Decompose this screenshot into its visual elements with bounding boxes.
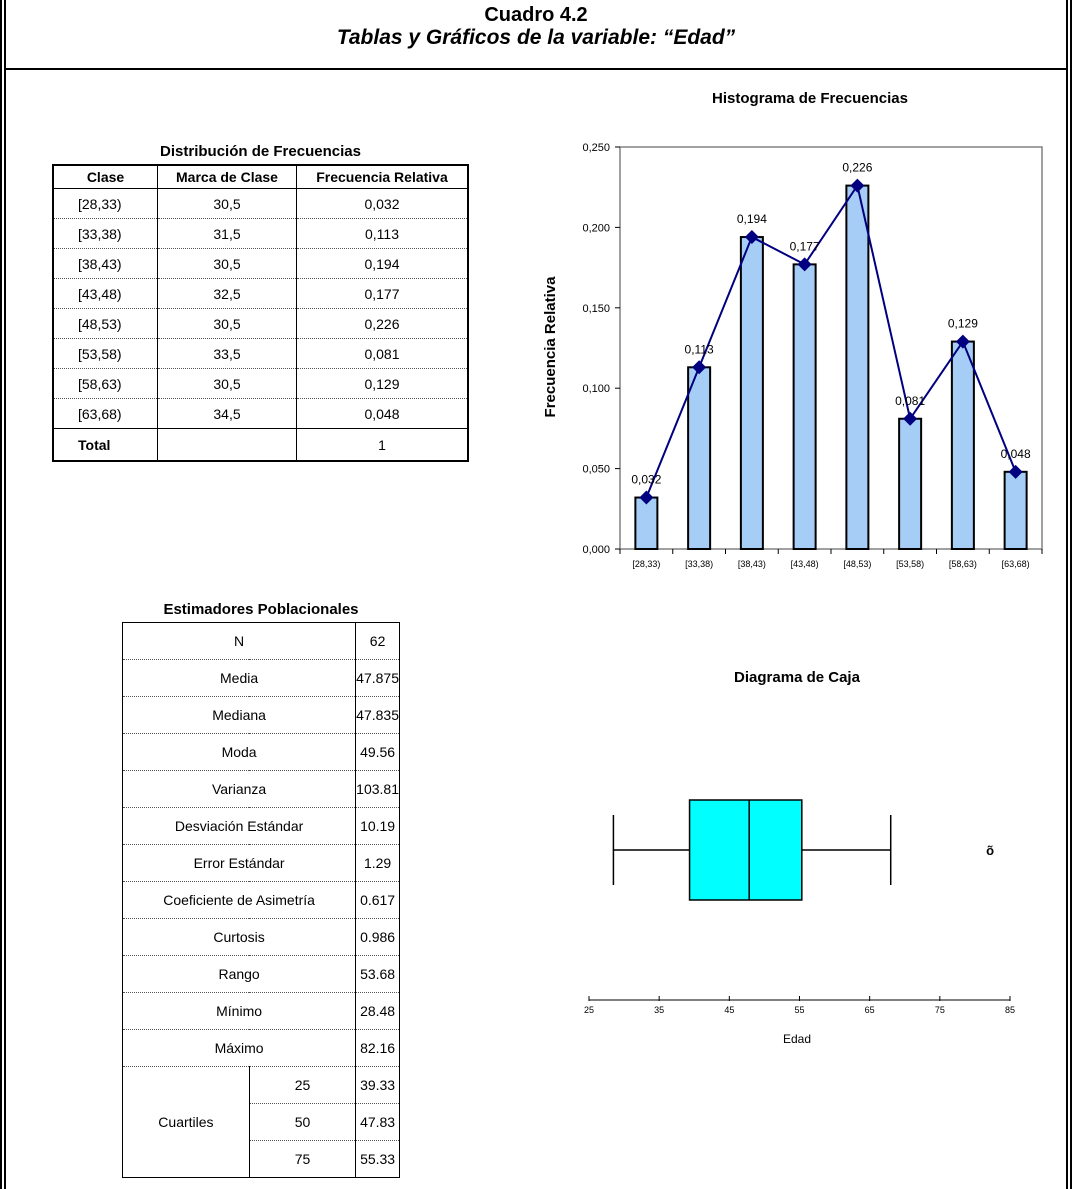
page-header: Cuadro 4.2 Tablas y Gráficos de la varia… [4, 2, 1068, 70]
table-row: [63,68) 34,5 0,048 [52, 398, 469, 429]
marca-cell: 31,5 [157, 218, 297, 249]
frecuencia-cell: 0,194 [296, 248, 469, 279]
marca-cell: 33,5 [157, 338, 297, 369]
table-row: [38,43) 30,5 0,194 [52, 248, 469, 279]
estimator-name-cell: Media [121, 659, 357, 697]
estimators-table-body: N 62 Media 47.875 Mediana 47.835 Moda 49.56 Vari… [121, 622, 400, 1178]
table-row: Media 47.875 [121, 659, 400, 697]
estimator-value-cell: 53.68 [355, 955, 400, 993]
frecuencia-cell: 0,081 [296, 338, 469, 369]
clase-cell: [58,63) [52, 368, 158, 399]
estimator-name-cell: Mínimo [121, 992, 357, 1030]
quartile-percent-cell: 25 [248, 1066, 357, 1104]
quartile-value-cell: 47.83 [355, 1103, 400, 1141]
left-border-inner [4, 0, 6, 1189]
table-row: Curtosis 0.986 [121, 918, 400, 956]
estimators-table: N 62 Media 47.875 Mediana 47.835 Moda 49.56 Vari… [121, 622, 400, 1178]
frecuencia-cell: 0,032 [296, 188, 469, 219]
estimator-name-cell: Coeficiente de Asimetría [121, 881, 357, 919]
estimator-value-cell: 10.19 [355, 807, 400, 845]
clase-cell: [48,53) [52, 308, 158, 339]
table-row: [43,48) 32,5 0,177 [52, 278, 469, 309]
table-row: [33,38) 31,5 0,113 [52, 218, 469, 249]
table-row: [58,63) 30,5 0,129 [52, 368, 469, 399]
clase-cell: [33,38) [52, 218, 158, 249]
table-row: Mínimo 28.48 [121, 992, 400, 1030]
estimator-value-cell: 47.835 [355, 696, 400, 734]
clase-cell: [38,43) [52, 248, 158, 279]
estimator-value-cell: 47.875 [355, 659, 400, 697]
estimator-value-cell: 28.48 [355, 992, 400, 1030]
quartile-row: Cuartiles 25 39.33 [122, 1066, 400, 1178]
estimator-value-cell: 103.81 [355, 770, 400, 808]
frecuencia-cell: 0,129 [296, 368, 469, 399]
table-row: N 62 [121, 622, 400, 660]
marca-cell: 30,5 [157, 188, 297, 219]
estimator-name-cell: Varianza [121, 770, 357, 808]
table-row: [53,58) 33,5 0,081 [52, 338, 469, 369]
estimator-value-cell: 1.29 [355, 844, 400, 882]
quartile-row: 50 47.83 [123, 1103, 400, 1141]
quartile-value-cell: 55.33 [355, 1140, 400, 1178]
frecuencia-cell: 0,177 [296, 278, 469, 309]
frecuencia-cell: 0,113 [296, 218, 469, 249]
marca-cell: 30,5 [157, 248, 297, 279]
marca-cell: 30,5 [157, 308, 297, 339]
frequency-table: Clase Marca de Clase Frecuencia Relativa… [52, 164, 469, 462]
right-border-inner [1066, 0, 1068, 1189]
table-row: Máximo 82.16 [121, 1029, 400, 1067]
page-subtitle: Tablas y Gráficos de la variable: “Edad” [336, 26, 736, 49]
col-header-clase: Clase [52, 164, 158, 189]
col-header-frecuencia: Frecuencia Relativa [296, 164, 469, 189]
total-label-cell: Total [52, 428, 158, 462]
total-marca-cell [157, 428, 297, 462]
quartile-value-cell: 39.33 [355, 1066, 400, 1104]
estimator-name-cell: Moda [121, 733, 357, 771]
estimator-name-cell: Curtosis [121, 918, 357, 956]
clase-cell: [28,33) [52, 188, 158, 219]
frecuencia-cell: 0,048 [296, 398, 469, 429]
estimator-value-cell: 0.986 [355, 918, 400, 956]
table-row: Moda 49.56 [121, 733, 400, 771]
table-row: Error Estándar 1.29 [121, 844, 400, 882]
marca-cell: 32,5 [157, 278, 297, 309]
clase-cell: [53,58) [52, 338, 158, 369]
freq-table-caption: Distribución de Frecuencias [160, 143, 361, 160]
est-table-caption: Estimadores Poblacionales [163, 601, 359, 618]
frequency-table-body: [28,33) 30,5 0,032 [33,38) 31,5 0,113 [38,43) 3… [52, 188, 469, 462]
table-row: Mediana 47.835 [121, 696, 400, 734]
estimator-name-cell: Rango [121, 955, 357, 993]
frecuencia-cell: 0,226 [296, 308, 469, 339]
marca-cell: 34,5 [157, 398, 297, 429]
table-row: [48,53) 30,5 0,226 [52, 308, 469, 339]
table-row: Rango 53.68 [121, 955, 400, 993]
total-row: Total 1 [52, 428, 469, 462]
table-row: Coeficiente de Asimetría 0.617 [121, 881, 400, 919]
estimator-value-cell: 0.617 [355, 881, 400, 919]
estimator-name-cell: Mediana [121, 696, 357, 734]
estimator-name-cell: N [121, 622, 357, 660]
col-header-marca: Marca de Clase [157, 164, 297, 189]
estimator-name-cell: Desviación Estándar [121, 807, 357, 845]
left-border [0, 0, 2, 1189]
total-value-cell: 1 [296, 428, 469, 462]
clase-cell: [63,68) [52, 398, 158, 429]
estimator-name-cell: Error Estándar [121, 844, 357, 882]
estimator-value-cell: 62 [355, 622, 400, 660]
estimator-name-cell: Máximo [121, 1029, 357, 1067]
quartile-row: 75 55.33 [123, 1140, 400, 1178]
table-row: Desviación Estándar 10.19 [121, 807, 400, 845]
clase-cell: [43,48) [52, 278, 158, 309]
right-border [1070, 0, 1072, 1189]
quartile-percent-cell: 50 [248, 1103, 357, 1141]
marca-cell: 30,5 [157, 368, 297, 399]
page-title: Cuadro 4.2 [484, 4, 588, 26]
table-row: Varianza 103.81 [121, 770, 400, 808]
table-row: [28,33) 30,5 0,032 [52, 188, 469, 219]
estimator-value-cell: 82.16 [355, 1029, 400, 1067]
quartile-percent-cell: 75 [248, 1140, 357, 1178]
quartiles-label-cell: Cuartiles [122, 1066, 250, 1178]
estimator-value-cell: 49.56 [355, 733, 400, 771]
